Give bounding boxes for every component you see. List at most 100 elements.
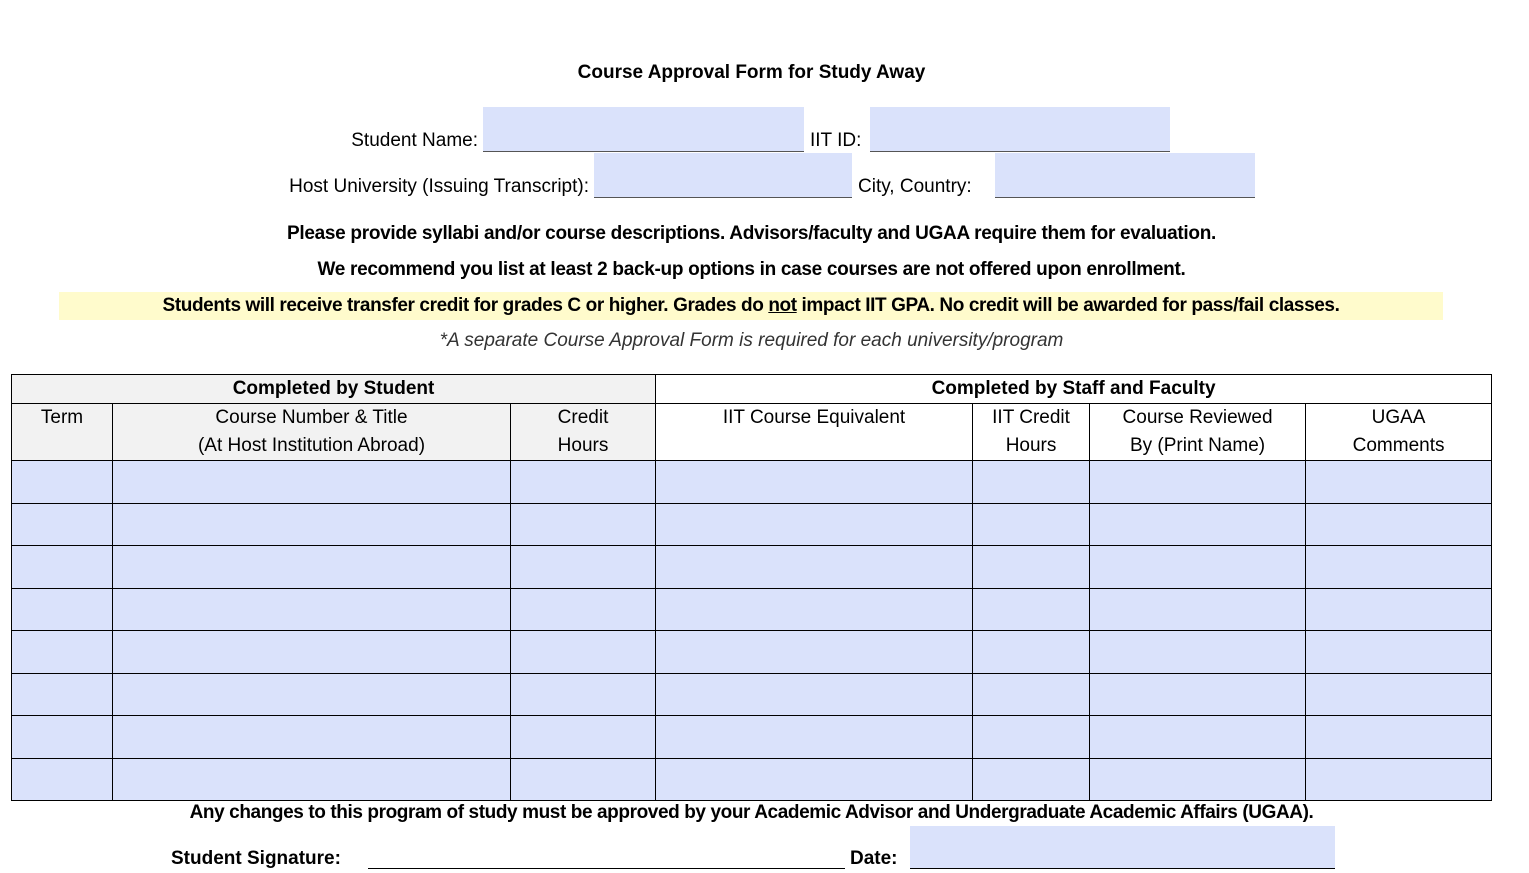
course-reviewed-by-cell[interactable] bbox=[1089, 630, 1307, 674]
term-cell[interactable] bbox=[11, 672, 113, 716]
ugaa-comments-cell[interactable] bbox=[1305, 630, 1493, 674]
table-row bbox=[11, 460, 1493, 504]
table-row bbox=[11, 672, 1493, 716]
course-reviewed-by-cell[interactable] bbox=[1089, 715, 1307, 759]
course-number-title-cell[interactable] bbox=[112, 715, 511, 759]
iit-id-field[interactable] bbox=[870, 107, 1170, 152]
credit-hours-cell[interactable] bbox=[509, 502, 657, 546]
iit-credit-hours-cell[interactable] bbox=[972, 587, 1091, 631]
signature-line[interactable] bbox=[368, 868, 845, 869]
iit-course-equivalent-cell[interactable] bbox=[655, 460, 974, 504]
course-number-title-cell[interactable] bbox=[112, 587, 511, 631]
column-header-course-number-title: Course Number & Title (At Host Institutio… bbox=[112, 403, 511, 461]
course-number-title-cell[interactable] bbox=[112, 672, 511, 716]
transfer-credit-text-b: impact IIT GPA. No credit will be awarde… bbox=[796, 295, 1340, 316]
column-header-line: Hours bbox=[1005, 435, 1057, 456]
course-reviewed-by-cell[interactable] bbox=[1089, 757, 1307, 801]
page-title: Course Approval Form for Study Away bbox=[577, 62, 926, 83]
host-university-label: Host University (Issuing Transcript): bbox=[289, 176, 589, 197]
term-cell[interactable] bbox=[11, 460, 113, 504]
group-header-student: Completed by Student bbox=[10, 374, 657, 404]
column-header-line: IIT Credit bbox=[992, 407, 1070, 428]
course-reviewed-by-cell[interactable] bbox=[1089, 545, 1307, 589]
iit-course-equivalent-cell[interactable] bbox=[655, 757, 974, 801]
ugaa-comments-cell[interactable] bbox=[1305, 757, 1493, 801]
table-row bbox=[11, 587, 1493, 631]
column-header-line: UGAA bbox=[1371, 407, 1426, 428]
iit-credit-hours-cell[interactable] bbox=[972, 715, 1091, 759]
column-header-line: Comments bbox=[1352, 435, 1445, 456]
course-number-title-cell[interactable] bbox=[112, 502, 511, 546]
course-reviewed-by-cell[interactable] bbox=[1089, 502, 1307, 546]
term-cell[interactable] bbox=[11, 587, 113, 631]
column-header-line: IIT Course Equivalent bbox=[722, 407, 906, 428]
column-header-credit-hours: Credit Hours bbox=[509, 403, 657, 461]
column-header-iit-course-equivalent: IIT Course Equivalent bbox=[655, 403, 974, 461]
iit-course-equivalent-cell[interactable] bbox=[655, 715, 974, 759]
iit-credit-hours-cell[interactable] bbox=[972, 502, 1091, 546]
host-university-field[interactable] bbox=[594, 153, 852, 198]
transfer-credit-text-a: Students will receive transfer credit fo… bbox=[162, 295, 769, 316]
ugaa-comments-cell[interactable] bbox=[1305, 460, 1493, 504]
transfer-credit-emphasis: not bbox=[768, 295, 797, 316]
iit-credit-hours-cell[interactable] bbox=[972, 460, 1091, 504]
iit-course-equivalent-cell[interactable] bbox=[655, 502, 974, 546]
term-cell[interactable] bbox=[11, 630, 113, 674]
column-header-iit-credit-hours: IIT Credit Hours bbox=[972, 403, 1091, 461]
table-row bbox=[11, 757, 1493, 801]
iit-credit-hours-cell[interactable] bbox=[972, 630, 1091, 674]
course-number-title-cell[interactable] bbox=[112, 545, 511, 589]
transfer-credit-note: Students will receive transfer credit fo… bbox=[59, 292, 1443, 320]
ugaa-comments-cell[interactable] bbox=[1305, 545, 1493, 589]
table-row bbox=[11, 630, 1493, 674]
term-cell[interactable] bbox=[11, 715, 113, 759]
column-header-line: Course Reviewed bbox=[1122, 407, 1273, 428]
column-header-line: Course Number & Title bbox=[215, 407, 408, 428]
separate-form-note: *A separate Course Approval Form is requ… bbox=[439, 330, 1064, 351]
changes-note: Any changes to this program of study mus… bbox=[189, 802, 1314, 823]
ugaa-comments-cell[interactable] bbox=[1305, 502, 1493, 546]
credit-hours-cell[interactable] bbox=[509, 545, 657, 589]
ugaa-comments-cell[interactable] bbox=[1305, 715, 1493, 759]
group-header-staff: Completed by Staff and Faculty bbox=[655, 374, 1493, 404]
city-country-field[interactable] bbox=[995, 153, 1255, 198]
date-field[interactable] bbox=[910, 826, 1335, 869]
column-header-line: (At Host Institution Abroad) bbox=[197, 435, 426, 456]
credit-hours-cell[interactable] bbox=[509, 587, 657, 631]
ugaa-comments-cell[interactable] bbox=[1305, 587, 1493, 631]
iit-course-equivalent-cell[interactable] bbox=[655, 630, 974, 674]
credit-hours-cell[interactable] bbox=[509, 630, 657, 674]
signature-label: Student Signature: bbox=[171, 848, 341, 869]
iit-course-equivalent-cell[interactable] bbox=[655, 587, 974, 631]
course-reviewed-by-cell[interactable] bbox=[1089, 672, 1307, 716]
ugaa-comments-cell[interactable] bbox=[1305, 672, 1493, 716]
course-reviewed-by-cell[interactable] bbox=[1089, 460, 1307, 504]
term-cell[interactable] bbox=[11, 545, 113, 589]
column-header-course-reviewed-by: Course Reviewed By (Print Name) bbox=[1089, 403, 1307, 461]
credit-hours-cell[interactable] bbox=[509, 672, 657, 716]
iit-credit-hours-cell[interactable] bbox=[972, 757, 1091, 801]
student-name-field[interactable] bbox=[483, 107, 804, 152]
term-cell[interactable] bbox=[11, 757, 113, 801]
credit-hours-cell[interactable] bbox=[509, 715, 657, 759]
column-header-term: Term bbox=[11, 403, 113, 461]
credit-hours-cell[interactable] bbox=[509, 757, 657, 801]
iit-credit-hours-cell[interactable] bbox=[972, 545, 1091, 589]
course-number-title-cell[interactable] bbox=[112, 630, 511, 674]
table-row bbox=[11, 715, 1493, 759]
iit-course-equivalent-cell[interactable] bbox=[655, 545, 974, 589]
syllabi-note: Please provide syllabi and/or course des… bbox=[287, 223, 1216, 244]
column-header-line: Credit bbox=[557, 407, 609, 428]
course-number-title-cell[interactable] bbox=[112, 460, 511, 504]
term-cell[interactable] bbox=[11, 502, 113, 546]
course-reviewed-by-cell[interactable] bbox=[1089, 587, 1307, 631]
column-header-line: Hours bbox=[557, 435, 609, 456]
iit-course-equivalent-cell[interactable] bbox=[655, 672, 974, 716]
course-table: Completed by Student Completed by Staff … bbox=[10, 374, 1493, 801]
iit-credit-hours-cell[interactable] bbox=[972, 672, 1091, 716]
iit-id-label: IIT ID: bbox=[810, 130, 862, 151]
column-header-line: By (Print Name) bbox=[1129, 435, 1266, 456]
credit-hours-cell[interactable] bbox=[509, 460, 657, 504]
table-row bbox=[11, 545, 1493, 589]
course-number-title-cell[interactable] bbox=[112, 757, 511, 801]
